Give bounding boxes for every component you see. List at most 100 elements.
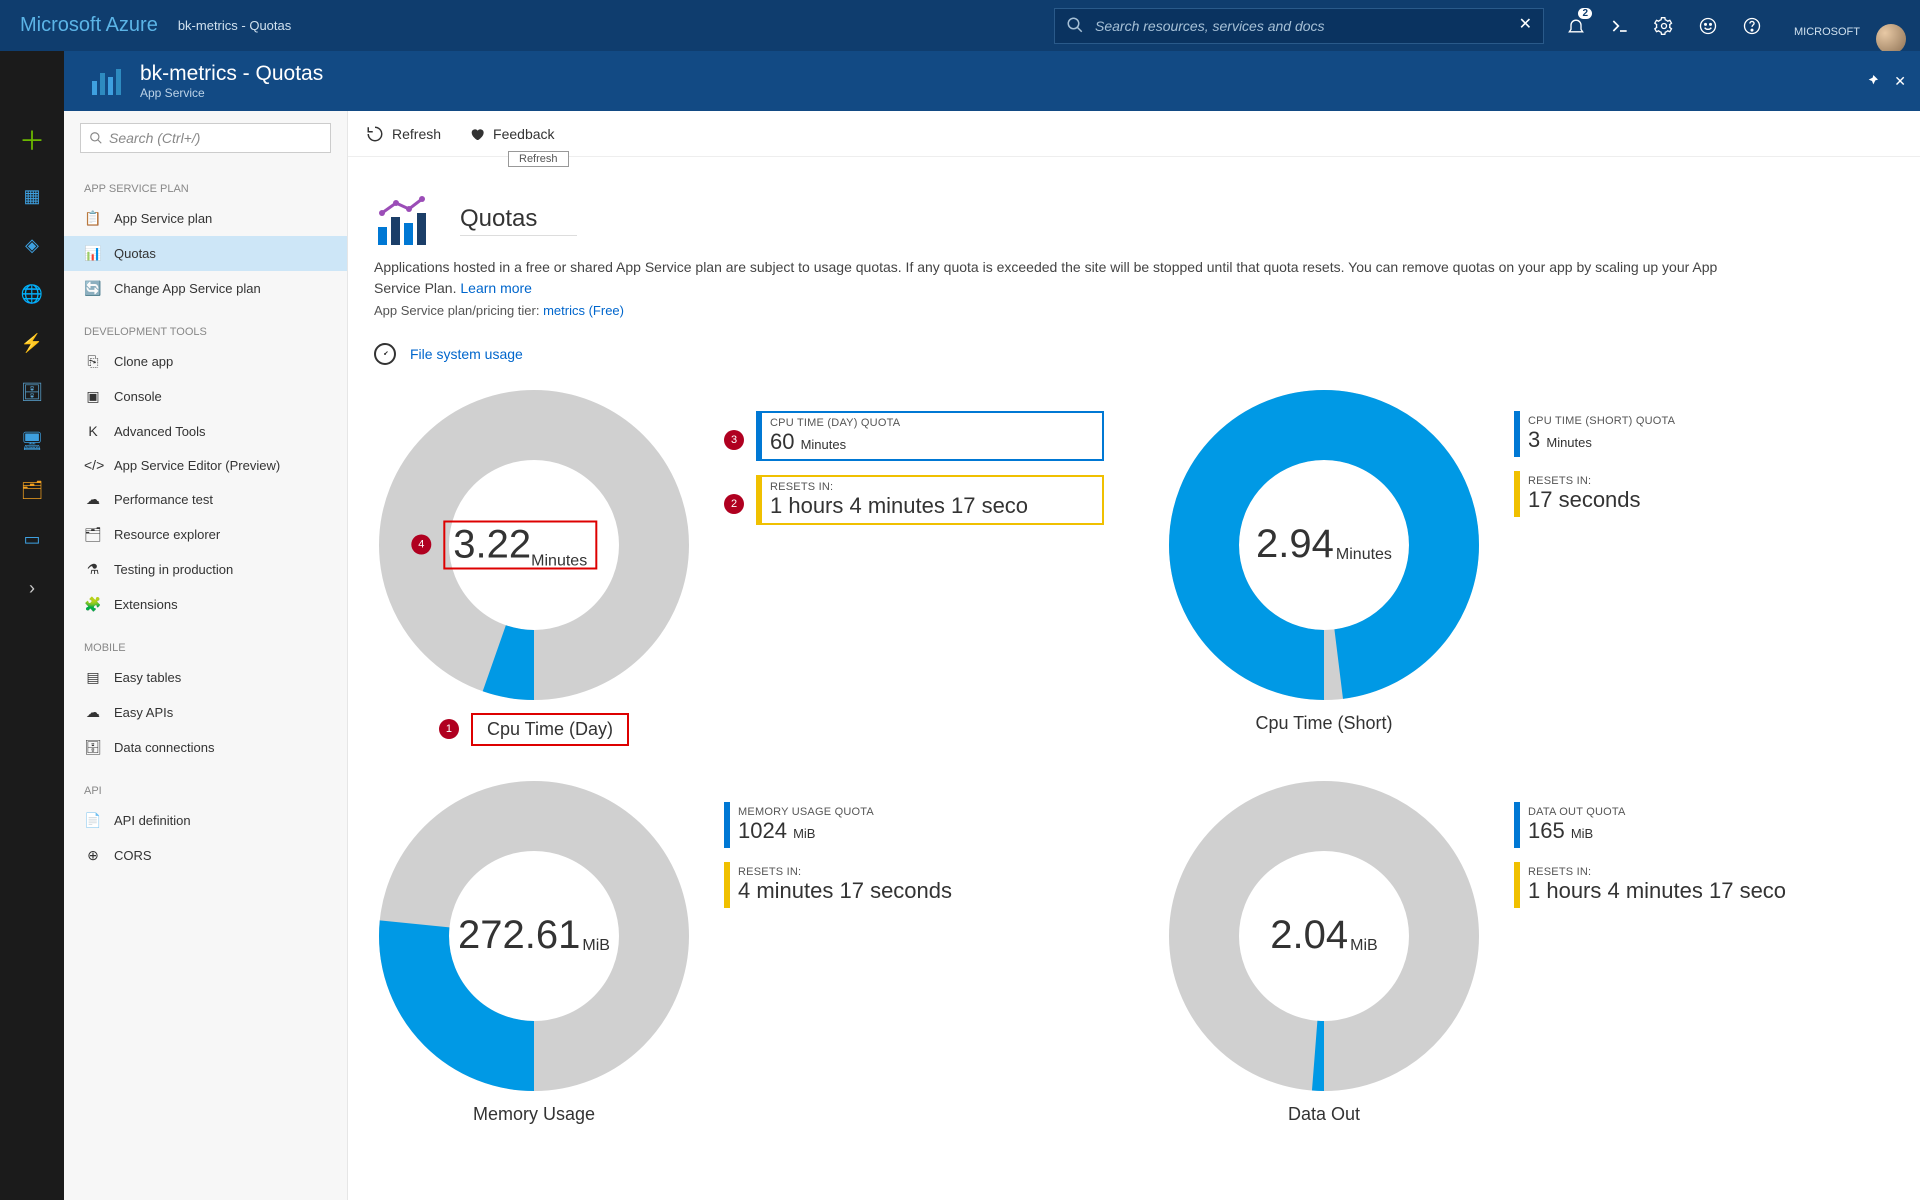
donut-center-value: 272.61MiB bbox=[374, 776, 694, 1096]
pricing-tier-link[interactable]: metrics (Free) bbox=[543, 303, 624, 318]
sidebar-item[interactable]: ☁Easy APIs bbox=[64, 695, 347, 730]
sidebar-item[interactable]: ▤Easy tables bbox=[64, 660, 347, 695]
sidebar-item[interactable]: 🔄 Change App Service plan bbox=[64, 271, 347, 306]
sidebar-item-label: Extensions bbox=[114, 597, 178, 612]
brand-logo[interactable]: Microsoft Azure bbox=[0, 14, 178, 37]
sidebar-item[interactable]: 🗄 Data connections bbox=[64, 730, 347, 765]
quota-label: Memory Usage bbox=[374, 1104, 694, 1125]
create-resource-icon[interactable]: ＋ bbox=[19, 121, 45, 158]
sidebar-item[interactable]: ⊕CORS bbox=[64, 838, 347, 873]
account-control[interactable]: MICROSOFT bbox=[1774, 14, 1920, 38]
sidebar-item[interactable]: </>App Service Editor (Preview) bbox=[64, 448, 347, 482]
dashboard-icon[interactable]: ▦ bbox=[23, 186, 40, 207]
expand-rail-icon[interactable]: › bbox=[29, 578, 35, 599]
feedback-button[interactable] bbox=[1686, 0, 1730, 51]
quota-limit-label: DATA OUT QUOTA bbox=[1528, 806, 1886, 818]
sidebar-item-icon: 📋 bbox=[84, 210, 102, 227]
all-resources-icon[interactable]: ◈ bbox=[25, 235, 39, 256]
sidebar-item-label: Clone app bbox=[114, 354, 173, 369]
quota-card-data-out: 2.04MiBData Out DATA OUT QUOTA 165 MiB R… bbox=[1164, 776, 1894, 1125]
sidebar-item-label: Data connections bbox=[114, 740, 214, 755]
sidebar-item[interactable]: KAdvanced Tools bbox=[64, 414, 347, 448]
quota-meta: CPU TIME (SHORT) QUOTA 3 Minutes RESETS … bbox=[1514, 385, 1894, 525]
quota-limit-label: CPU TIME (DAY) QUOTA bbox=[770, 417, 1094, 429]
annotation-box: 3.22Minutes bbox=[443, 520, 597, 569]
sidebar-item-label: Resource explorer bbox=[114, 527, 220, 542]
sidebar-item[interactable]: ▣Console bbox=[64, 379, 347, 414]
sidebar-item[interactable]: 🗂 Resource explorer bbox=[64, 517, 347, 552]
blade-title: bk-metrics - Quotas bbox=[140, 62, 323, 85]
breadcrumb-text: bk-metrics - Quotas bbox=[178, 18, 291, 33]
close-blade-button[interactable]: ✕ bbox=[1894, 73, 1906, 90]
sidebar-group-header: API bbox=[64, 765, 347, 803]
feedback-toolbar-button[interactable]: Feedback bbox=[469, 126, 554, 142]
quota-limit-label: CPU TIME (SHORT) QUOTA bbox=[1528, 415, 1886, 427]
cloud-shell-button[interactable] bbox=[1598, 0, 1642, 51]
search-icon bbox=[1066, 16, 1084, 34]
quota-resets-row: RESETS IN: 4 minutes 17 seconds bbox=[724, 862, 1104, 908]
quota-resets-row: RESETS IN: 1 hours 4 minutes 17 seco bbox=[756, 475, 1104, 525]
app-services-icon[interactable]: 🌐 bbox=[21, 284, 43, 305]
sidebar-search[interactable]: Search (Ctrl+/) bbox=[80, 123, 331, 153]
file-system-usage-row: File system usage bbox=[374, 343, 1894, 365]
global-search: ✕ bbox=[1054, 8, 1544, 44]
sidebar-item[interactable]: 📋 App Service plan bbox=[64, 201, 347, 236]
sidebar-item[interactable]: ⚗ Testing in production bbox=[64, 552, 347, 587]
sidebar-item-icon: 🔄 bbox=[84, 280, 102, 297]
sidebar-item-label: Testing in production bbox=[114, 562, 233, 577]
notifications-button[interactable]: 2 bbox=[1554, 0, 1598, 51]
sidebar-item-icon: ▣ bbox=[84, 388, 102, 405]
notification-badge: 2 bbox=[1578, 8, 1592, 19]
sidebar-group-header: MOBILE bbox=[64, 622, 347, 660]
settings-button[interactable] bbox=[1642, 0, 1686, 51]
functions-icon[interactable]: ⚡ bbox=[21, 333, 43, 354]
quota-limit-value: 1024 MiB bbox=[738, 818, 1096, 844]
clear-search-icon[interactable]: ✕ bbox=[1519, 14, 1532, 34]
avatar[interactable] bbox=[1876, 24, 1906, 54]
sidebar-group-header: DEVELOPMENT TOOLS bbox=[64, 306, 347, 344]
sidebar-item[interactable]: 🧩 Extensions bbox=[64, 587, 347, 622]
blade-header: bk-metrics - Quotas App Service ✕ bbox=[0, 51, 1920, 111]
quota-resets-label: RESETS IN: bbox=[1528, 475, 1886, 487]
quota-limit-row: DATA OUT QUOTA 165 MiB bbox=[1514, 802, 1894, 848]
annotation-badge: 1 bbox=[439, 719, 459, 739]
quota-limit-value: 3 Minutes bbox=[1528, 427, 1886, 453]
sidebar-item[interactable]: ⎘Clone app bbox=[64, 344, 347, 379]
donut-chart: 272.61MiB bbox=[374, 776, 694, 1096]
sidebar-item-label: Change App Service plan bbox=[114, 281, 261, 296]
account-tenant: MICROSOFT bbox=[1794, 26, 1860, 38]
quota-meta: 3 CPU TIME (DAY) QUOTA 60 Minutes 2 RESE… bbox=[724, 385, 1104, 533]
more-icon[interactable]: ▭ bbox=[23, 529, 40, 550]
sidebar-item-label: Quotas bbox=[114, 246, 156, 261]
sidebar-item[interactable]: 📄API definition bbox=[64, 803, 347, 838]
sidebar-item-label: Performance test bbox=[114, 492, 213, 507]
quota-limit-row: MEMORY USAGE QUOTA 1024 MiB bbox=[724, 802, 1104, 848]
pin-button[interactable] bbox=[1864, 73, 1880, 90]
sidebar-item-icon: 🗄 bbox=[84, 739, 102, 756]
sidebar-item-icon: 🧩 bbox=[84, 596, 102, 613]
sidebar-item-icon: 📊 bbox=[84, 245, 102, 262]
vm-icon[interactable]: 🖥 bbox=[21, 431, 44, 452]
annotation-badge: 4 bbox=[411, 535, 431, 555]
search-input[interactable] bbox=[1054, 8, 1544, 44]
sidebar-item[interactable]: 📊 Quotas bbox=[64, 236, 347, 271]
refresh-button[interactable]: Refresh bbox=[366, 125, 441, 143]
storage-icon[interactable]: 🗂 bbox=[21, 480, 44, 501]
quota-resets-value: 17 seconds bbox=[1528, 487, 1886, 513]
sidebar-item-icon: ⚗ bbox=[84, 561, 102, 578]
quota-meta: DATA OUT QUOTA 165 MiB RESETS IN: 1 hour… bbox=[1514, 776, 1894, 916]
resource-sidebar: Search (Ctrl+/) APP SERVICE PLAN📋App Ser… bbox=[64, 111, 348, 1200]
quota-resets-value: 4 minutes 17 seconds bbox=[738, 878, 1096, 904]
help-button[interactable] bbox=[1730, 0, 1774, 51]
donut-chart: 2.04MiB bbox=[1164, 776, 1484, 1096]
sidebar-item-icon: </> bbox=[84, 457, 102, 473]
sidebar-item-label: App Service plan bbox=[114, 211, 212, 226]
gauge-icon bbox=[374, 343, 396, 365]
donut-center-value: 2.94Minutes bbox=[1164, 385, 1484, 705]
sidebar-item[interactable]: ☁Performance test bbox=[64, 482, 347, 517]
learn-more-link[interactable]: Learn more bbox=[460, 280, 532, 296]
file-system-usage-link[interactable]: File system usage bbox=[410, 346, 523, 362]
sidebar-item-icon: 🗂 bbox=[84, 526, 102, 543]
sql-icon[interactable]: 🗄 bbox=[21, 382, 44, 403]
quota-label: Cpu Time (Day) bbox=[471, 713, 629, 746]
